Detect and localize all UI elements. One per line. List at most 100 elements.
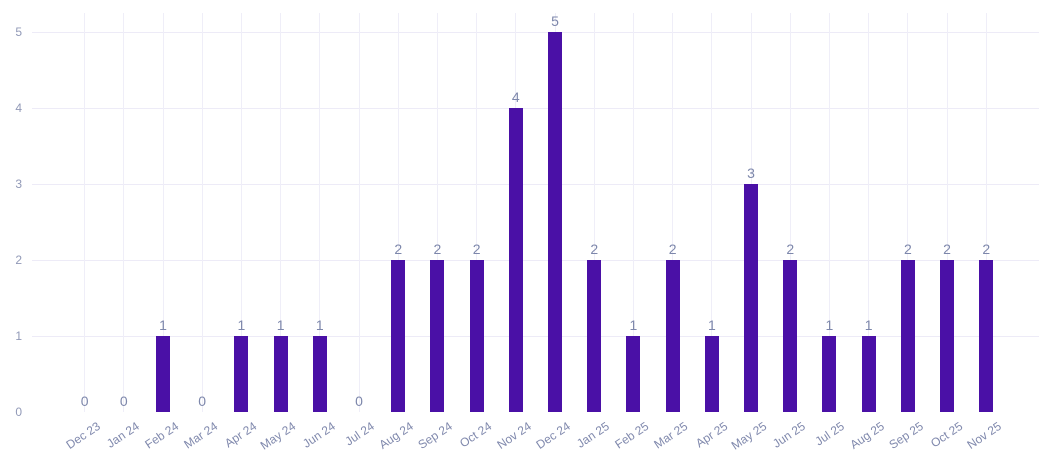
- bar[interactable]: [744, 184, 759, 412]
- category-slot: 1 May 24: [258, 13, 300, 453]
- horizontal-gridline: [32, 260, 1039, 261]
- category-slot: 0 Jan 24: [104, 13, 143, 451]
- y-axis-tick-label: 4: [15, 101, 22, 115]
- category-slot: 0 Jul 24: [339, 13, 378, 449]
- category-slot: 2 Mar 25: [652, 13, 692, 451]
- x-axis-tick-label: Nov 24: [494, 419, 534, 452]
- bar-value-label: 0: [198, 393, 207, 409]
- vertical-gridline: [711, 13, 713, 412]
- category-slot: 2 Sep 25: [886, 13, 927, 452]
- x-axis-tick-label: May 24: [257, 419, 299, 453]
- bar[interactable]: [783, 260, 798, 412]
- bar-value-label: 1: [825, 317, 834, 333]
- bar-value-label: 1: [237, 317, 246, 333]
- bar[interactable]: [979, 260, 994, 412]
- bar[interactable]: [312, 336, 327, 412]
- x-axis-tick-label: Dec 23: [63, 419, 103, 452]
- bar-value-label: 4: [511, 89, 520, 105]
- bar-value-label: 2: [943, 241, 951, 257]
- horizontal-gridline: [32, 336, 1039, 337]
- bar-value-label: 1: [629, 317, 638, 333]
- category-slot: 2 Oct 24: [457, 13, 496, 450]
- x-axis-tick-label: Aug 25: [847, 419, 887, 452]
- category-slot: 0 Mar 24: [181, 13, 222, 451]
- bar-value-label: 2: [472, 241, 481, 257]
- bar-value-label: 3: [747, 165, 755, 181]
- category-slot: 1 Feb 24: [142, 13, 182, 451]
- category-slot: 4 Nov 24: [494, 13, 535, 452]
- bar[interactable]: [900, 260, 915, 412]
- vertical-gridline: [476, 13, 478, 412]
- x-axis-tick-label: Nov 25: [964, 419, 1005, 452]
- vertical-gridline: [84, 13, 86, 412]
- y-axis-tick-label: 0: [15, 405, 22, 419]
- x-axis-tick-label: Apr 24: [222, 419, 260, 451]
- bar-value-label: 2: [394, 241, 403, 257]
- vertical-gridline: [436, 13, 438, 412]
- bar[interactable]: [626, 336, 641, 412]
- category-slot: 1 Jul 25: [810, 13, 849, 449]
- x-axis-tick-label: Sep 24: [415, 419, 456, 452]
- vertical-gridline: [593, 13, 595, 412]
- bar[interactable]: [665, 260, 680, 412]
- x-axis-tick-label: Jun 24: [299, 419, 338, 451]
- vertical-gridline: [672, 13, 674, 412]
- x-axis-tick-label: Jul 25: [812, 419, 848, 449]
- bar-value-label: 2: [786, 241, 795, 257]
- bar-value-label: 2: [668, 241, 677, 257]
- bar-value-label: 1: [707, 317, 716, 333]
- category-slot: 2 Jun 25: [770, 13, 810, 451]
- bar[interactable]: [273, 336, 288, 412]
- bar-value-label: 1: [276, 317, 285, 333]
- x-axis-tick-label: Sep 25: [886, 419, 926, 452]
- x-axis-tick-label: Mar 24: [181, 419, 221, 452]
- bar[interactable]: [587, 260, 602, 412]
- category-slot: 5 Dec 24: [534, 13, 574, 452]
- bar[interactable]: [704, 336, 719, 412]
- category-slot: 1 Jun 24: [300, 13, 339, 451]
- x-axis-tick-label: Feb 25: [612, 419, 652, 452]
- category-slot: 2 Aug 24: [377, 13, 418, 452]
- vertical-gridline: [828, 13, 830, 412]
- bar[interactable]: [861, 336, 876, 412]
- y-axis-tick-label: 2: [15, 253, 22, 267]
- bar-value-label: 2: [903, 241, 912, 257]
- bar[interactable]: [508, 108, 523, 412]
- bar[interactable]: [822, 336, 837, 412]
- bar-value-label: 1: [159, 317, 167, 333]
- bar[interactable]: [469, 260, 484, 412]
- x-axis-tick-label: Oct 25: [927, 419, 965, 451]
- x-axis-tick-label: Mar 25: [651, 419, 691, 452]
- bar[interactable]: [234, 336, 249, 412]
- y-axis-tick-label: 5: [15, 25, 22, 39]
- category-slot: 1 Apr 24: [222, 13, 261, 450]
- bar[interactable]: [430, 260, 445, 412]
- x-axis-tick-label: Oct 24: [457, 419, 495, 451]
- vertical-gridline: [397, 13, 399, 412]
- y-axis-tick-label: 1: [15, 329, 22, 343]
- x-axis-tick-label: May 25: [728, 419, 769, 453]
- vertical-gridline: [123, 13, 125, 412]
- horizontal-gridline: [32, 184, 1039, 185]
- category-slot: 2 Sep 24: [416, 13, 457, 452]
- bar[interactable]: [548, 32, 563, 412]
- plot-area: 0 Dec 23 0 Jan 24 1 Feb 24 0 Mar 24 1 Apr 24 1 May …: [63, 13, 1006, 453]
- horizontal-gridline: [32, 32, 1039, 33]
- bar-value-label: 0: [119, 393, 128, 409]
- x-axis-tick-label: Apr 25: [692, 419, 730, 451]
- horizontal-gridline: [32, 108, 1039, 109]
- vertical-gridline: [907, 13, 909, 412]
- bar[interactable]: [391, 260, 406, 412]
- bar[interactable]: [156, 336, 170, 412]
- category-slot: 0 Dec 23: [63, 13, 104, 452]
- vertical-gridline: [240, 13, 242, 412]
- y-axis-tick-label: 3: [15, 177, 22, 191]
- bar-value-label: 5: [551, 13, 559, 29]
- bar-value-label: 2: [982, 241, 991, 257]
- category-slot: 2 Jan 25: [574, 13, 614, 451]
- x-axis-tick-label: Aug 24: [376, 419, 417, 452]
- category-slot: 1 Aug 25: [847, 13, 888, 452]
- category-slot: 2 Nov 25: [965, 13, 1006, 452]
- bar[interactable]: [940, 260, 955, 412]
